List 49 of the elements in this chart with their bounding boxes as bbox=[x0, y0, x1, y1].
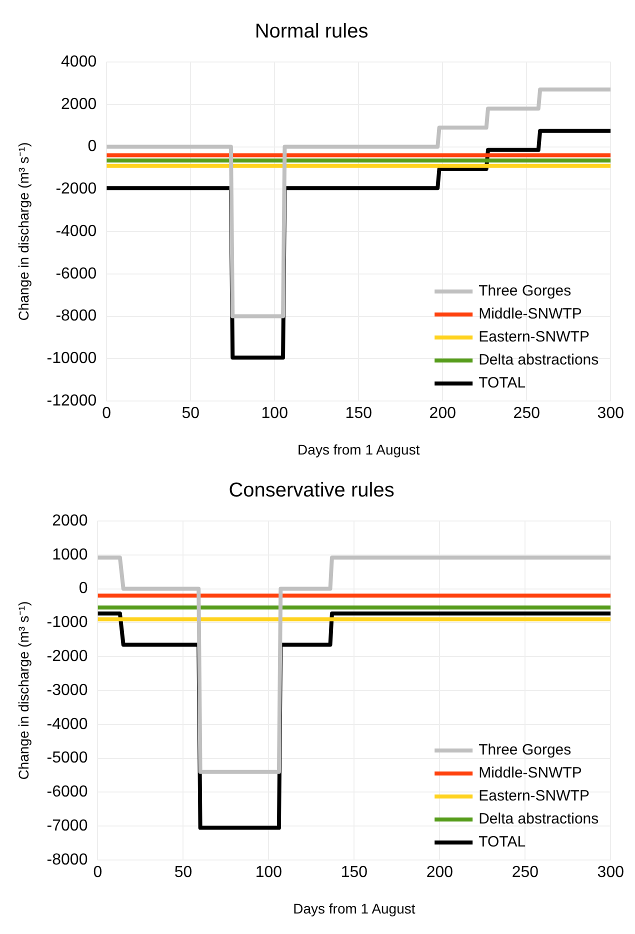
y-tick-label: 0 bbox=[88, 138, 97, 156]
x-tick-label: 250 bbox=[512, 864, 539, 882]
legend-label: TOTAL bbox=[478, 834, 526, 851]
y-tick-label: -1000 bbox=[46, 614, 88, 632]
x-tick-label: 150 bbox=[345, 405, 372, 422]
x-tick-label: 200 bbox=[429, 405, 456, 422]
chart-title: Normal rules bbox=[254, 20, 368, 43]
y-tick-label: 2000 bbox=[61, 96, 97, 113]
x-tick-label: 0 bbox=[102, 405, 112, 422]
y-tick-label: 4000 bbox=[61, 53, 97, 70]
y-tick-label: -2000 bbox=[46, 648, 88, 666]
x-tick-label: 50 bbox=[174, 864, 192, 882]
y-tick-label: -7000 bbox=[46, 818, 88, 835]
y-tick-label: -10000 bbox=[46, 350, 97, 368]
legend-label: Delta abstractions bbox=[478, 810, 599, 828]
x-tick-label: 250 bbox=[513, 405, 540, 422]
y-tick-label: -12000 bbox=[46, 392, 97, 410]
legend-label: Eastern-SNWTP bbox=[478, 328, 590, 346]
y-tick-label: -6000 bbox=[56, 265, 97, 282]
legend-label: Middle-SNWTP bbox=[478, 306, 582, 323]
y-axis-title: Change in discharge (m³ s⁻¹) bbox=[15, 142, 32, 321]
x-tick-label: 200 bbox=[426, 864, 454, 882]
y-tick-label: -2000 bbox=[56, 180, 97, 198]
x-tick-label: 100 bbox=[255, 864, 282, 882]
x-axis-title: Days from 1 August bbox=[298, 441, 420, 458]
x-tick-label: 300 bbox=[597, 864, 624, 882]
legend-label: Three Gorges bbox=[478, 742, 572, 759]
y-tick-label: -8000 bbox=[56, 308, 97, 325]
legend-label: Middle-SNWTP bbox=[478, 764, 582, 782]
legend-label: Eastern-SNWTP bbox=[478, 788, 590, 805]
x-tick-label: 300 bbox=[597, 405, 624, 422]
x-tick-label: 100 bbox=[261, 405, 288, 422]
y-tick-label: 0 bbox=[78, 580, 88, 598]
y-tick-label: 1000 bbox=[52, 546, 88, 564]
y-tick-label: -5000 bbox=[46, 750, 88, 767]
x-axis-title: Days from 1 August bbox=[293, 900, 416, 916]
legend-label: Delta abstractions bbox=[478, 352, 599, 369]
legend-label: TOTAL bbox=[478, 374, 526, 392]
y-axis-title: Change in discharge (m³ s⁻¹) bbox=[15, 601, 32, 780]
y-tick-label: -6000 bbox=[46, 784, 88, 801]
legend-label: Three Gorges bbox=[478, 282, 572, 300]
y-tick-label: -4000 bbox=[56, 222, 97, 240]
chart-title: Conservative rules bbox=[228, 480, 394, 502]
y-tick-label: -4000 bbox=[46, 716, 88, 733]
x-tick-label: 50 bbox=[182, 405, 200, 422]
y-tick-label: 2000 bbox=[52, 512, 88, 530]
y-tick-label: -8000 bbox=[46, 851, 88, 868]
x-tick-label: 150 bbox=[340, 864, 368, 882]
y-tick-label: -3000 bbox=[46, 682, 88, 699]
